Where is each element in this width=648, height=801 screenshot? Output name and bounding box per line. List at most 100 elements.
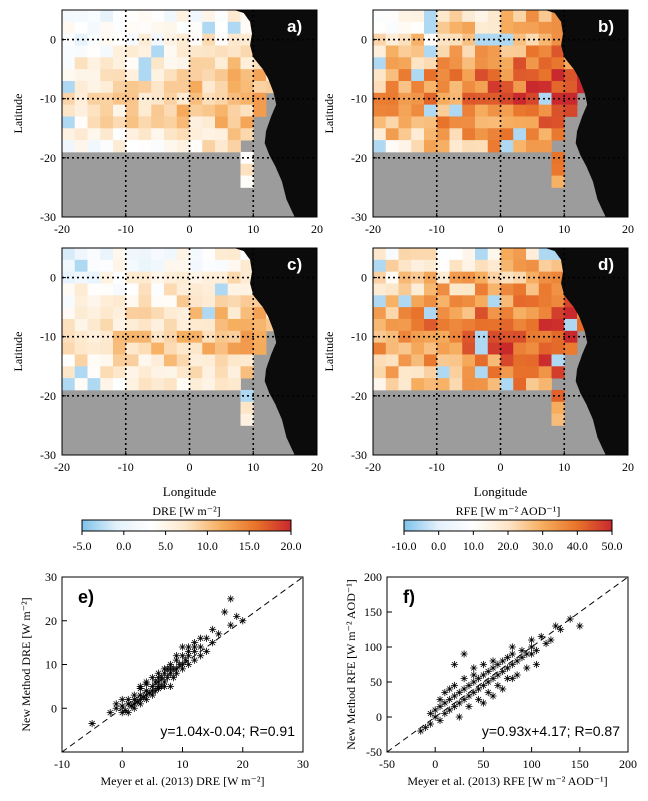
tick-label: -20 bbox=[40, 389, 56, 403]
grid-cell bbox=[189, 307, 203, 320]
grid-cell bbox=[113, 378, 127, 391]
grid-cell bbox=[398, 21, 412, 35]
tick-label: -10 bbox=[118, 460, 134, 474]
scatter-ylabel-f: New Method RFE [W m⁻² AOD⁻¹] bbox=[344, 579, 358, 750]
grid-cell bbox=[189, 295, 203, 308]
grid-cell bbox=[513, 283, 527, 296]
tick-label: 20 bbox=[311, 460, 323, 474]
grid-cell bbox=[138, 295, 152, 308]
grid-cell bbox=[424, 259, 438, 273]
tick-label: -50 bbox=[379, 757, 395, 771]
scatter-point bbox=[196, 643, 205, 651]
tick-label: 50 bbox=[477, 757, 489, 771]
grid-cell bbox=[538, 307, 552, 320]
grid-cell bbox=[385, 33, 399, 46]
grid-cell bbox=[462, 295, 476, 308]
grid-cell bbox=[373, 307, 387, 320]
grid-cell bbox=[526, 354, 540, 367]
grid-cell bbox=[385, 80, 399, 94]
grid-cell bbox=[487, 10, 501, 23]
scatter-point bbox=[470, 678, 478, 686]
grid-cell bbox=[449, 248, 463, 261]
africa-landmass-c bbox=[234, 248, 317, 455]
grid-cell bbox=[215, 10, 229, 23]
grid-cell bbox=[385, 295, 399, 308]
grid-cell bbox=[227, 69, 241, 82]
grid-cell bbox=[500, 330, 514, 344]
scatter-point bbox=[450, 692, 459, 700]
scatter-point bbox=[136, 691, 144, 699]
grid-cell bbox=[475, 140, 489, 153]
grid-cell bbox=[538, 92, 552, 106]
grid-cell bbox=[449, 10, 463, 23]
scatter-point bbox=[436, 716, 444, 725]
map-yticks-a: 0 -10 -20 -30 bbox=[40, 33, 66, 224]
tick-label: -10 bbox=[351, 330, 367, 344]
grid-cell bbox=[487, 45, 501, 58]
scatter-point bbox=[426, 720, 434, 728]
grid-cell bbox=[151, 45, 165, 58]
tick-label: -10 bbox=[429, 460, 445, 474]
grid-cell bbox=[526, 248, 540, 261]
scatter-point bbox=[441, 709, 449, 718]
grid-cell bbox=[215, 21, 229, 35]
grid-cell bbox=[513, 116, 527, 129]
grid-cell bbox=[151, 104, 165, 117]
grid-cell bbox=[398, 57, 412, 70]
scatter-point bbox=[503, 653, 512, 662]
grid-cell bbox=[62, 295, 76, 308]
grid-cell bbox=[500, 259, 514, 273]
map-cells-a bbox=[62, 10, 317, 217]
grid-cell bbox=[100, 92, 114, 106]
tick-label: 30.0 bbox=[532, 539, 553, 553]
grid-cell bbox=[449, 366, 463, 379]
grid-cell bbox=[564, 330, 578, 344]
scatter-point bbox=[124, 700, 132, 708]
grid-cell bbox=[189, 45, 203, 58]
scatter-point bbox=[118, 695, 126, 704]
grid-cell bbox=[189, 318, 203, 332]
grid-cell bbox=[215, 318, 229, 332]
panel-label-a: a) bbox=[287, 17, 302, 36]
grid-cell bbox=[385, 354, 399, 367]
scatter-point bbox=[136, 695, 144, 704]
grid-cell bbox=[411, 10, 425, 23]
tick-label: 0 bbox=[498, 460, 504, 474]
grid-cell bbox=[62, 80, 76, 94]
grid-cell bbox=[385, 248, 399, 261]
grid-cell bbox=[526, 283, 540, 296]
scatter-point bbox=[160, 678, 169, 686]
grid-cell bbox=[513, 318, 527, 332]
grid-cell bbox=[449, 92, 463, 106]
map-ylabel-a: Latitude bbox=[11, 94, 25, 134]
scatter-xlabel-e: Meyer et al. (2013) DRE [W m⁻²] bbox=[101, 774, 265, 788]
grid-cell bbox=[411, 366, 425, 379]
tick-label: -10 bbox=[40, 92, 56, 106]
scatter-point bbox=[479, 660, 487, 669]
grid-cell bbox=[62, 45, 76, 58]
grid-cell bbox=[551, 128, 565, 141]
grid-cell bbox=[373, 128, 387, 141]
map-cells-d bbox=[373, 248, 628, 455]
scatter-point bbox=[489, 657, 497, 665]
grid-cell bbox=[551, 283, 565, 296]
grid-cell bbox=[164, 92, 178, 106]
grid-cell bbox=[62, 366, 76, 379]
grid-cell bbox=[62, 378, 76, 391]
tick-label: 10 bbox=[45, 658, 57, 672]
grid-cell bbox=[513, 307, 527, 320]
grid-cell bbox=[475, 45, 489, 58]
map-xticks-b: -20 -10 0 10 20 bbox=[365, 213, 634, 236]
grid-cell bbox=[411, 33, 425, 46]
scatter-point bbox=[474, 674, 483, 683]
grid-cell bbox=[475, 33, 489, 46]
scatter-point bbox=[106, 709, 114, 717]
grid-cell bbox=[398, 33, 412, 46]
grid-cell bbox=[513, 69, 527, 82]
tick-label: -30 bbox=[40, 210, 56, 224]
grid-cell bbox=[100, 104, 114, 117]
grid-cell bbox=[513, 140, 527, 153]
scatter-point bbox=[154, 678, 162, 686]
grid-cell bbox=[424, 248, 438, 261]
grid-cell bbox=[513, 10, 527, 23]
